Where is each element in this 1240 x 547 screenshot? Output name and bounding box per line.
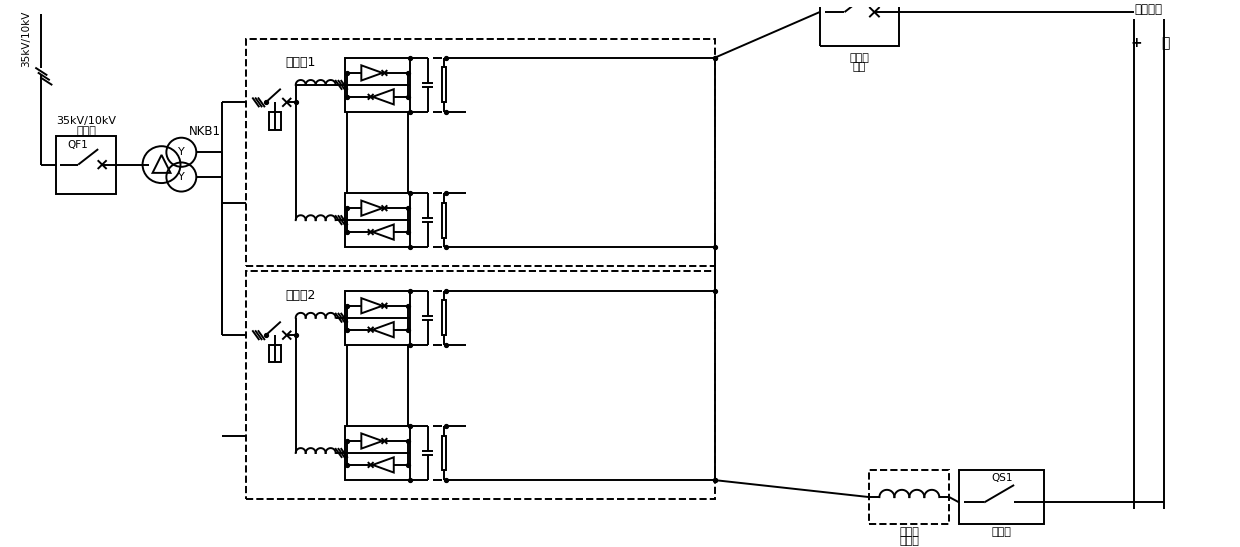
Text: 抗器柜: 抗器柜 [899, 536, 919, 546]
Bar [869, 470, 950, 524]
Text: NKB1: NKB1 [188, 125, 221, 138]
Bar [345, 426, 410, 480]
Text: 直流电: 直流电 [899, 527, 919, 537]
Text: QF1: QF1 [68, 140, 88, 150]
Bar [443, 435, 445, 470]
Bar [269, 345, 280, 362]
Text: QS1: QS1 [991, 473, 1012, 483]
Text: －: － [1162, 36, 1171, 50]
Text: 逆变柜2: 逆变柜2 [285, 289, 316, 302]
Bar [443, 300, 445, 335]
Bar [345, 290, 410, 345]
Bar [269, 112, 280, 130]
Bar [345, 58, 410, 112]
Bar [820, 0, 899, 46]
Bar [443, 67, 445, 102]
Bar [443, 203, 445, 237]
Text: 逆变柜1: 逆变柜1 [285, 56, 316, 69]
Text: 直流开: 直流开 [849, 53, 869, 63]
Bar [246, 38, 714, 266]
Bar [960, 470, 1044, 524]
Text: Y: Y [179, 172, 185, 182]
Text: +: + [1130, 36, 1142, 50]
Text: 直流电网: 直流电网 [1135, 3, 1163, 16]
Bar [56, 136, 117, 194]
Bar [345, 193, 410, 247]
Bar [246, 271, 714, 499]
Text: 开关柜: 开关柜 [77, 126, 97, 136]
Text: 35kV/10kV: 35kV/10kV [56, 116, 117, 126]
Text: 35kV/10kV: 35kV/10kV [21, 10, 31, 67]
Text: Y: Y [179, 147, 185, 157]
Text: 关柜: 关柜 [853, 62, 866, 72]
Text: 负极柜: 负极柜 [992, 527, 1012, 537]
